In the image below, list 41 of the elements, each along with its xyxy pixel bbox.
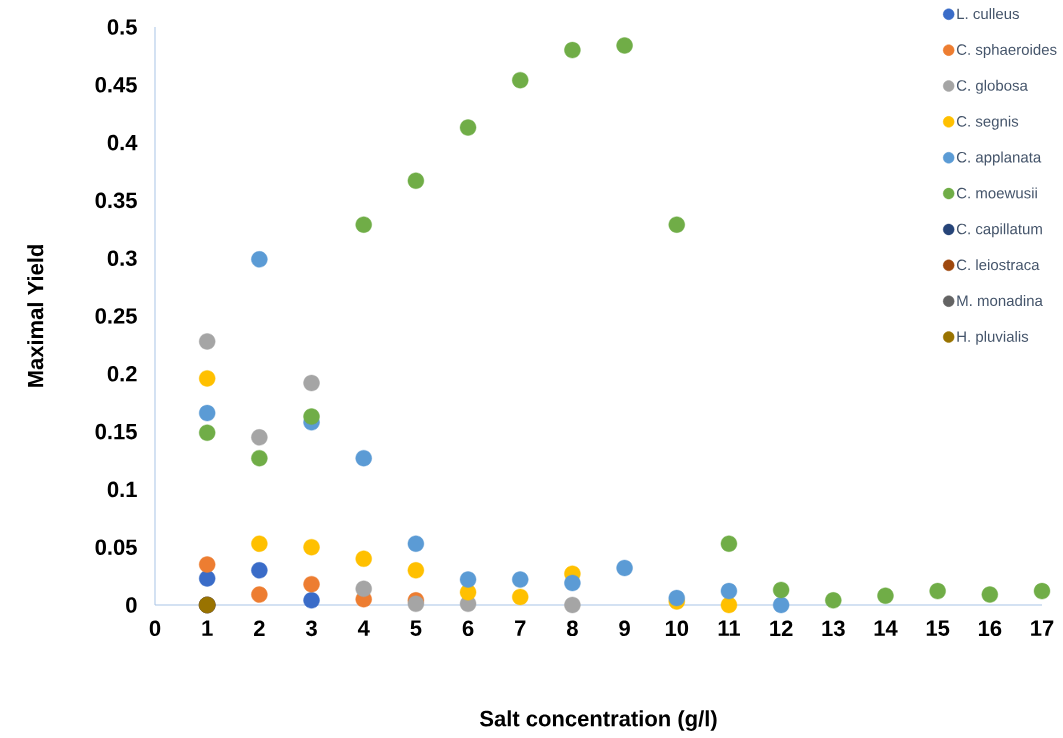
x-tick-label: 15 [926, 620, 950, 636]
x-tick-label: 3 [305, 620, 317, 637]
x-tick-label: 2 [254, 620, 265, 636]
x-tick-label: 13 [822, 620, 845, 637]
y-tick-label: 0.4 [107, 134, 138, 151]
x-tick-label: 8 [567, 620, 578, 637]
y-tick-label: 0.1 [107, 481, 137, 498]
legend-label: C. sphaeroides [956, 43, 1057, 58]
y-tick-label: 0.5 [107, 19, 137, 35]
legend-label: C. applanata [956, 151, 1042, 166]
x-tick-label: 17 [1031, 620, 1054, 636]
x-tick-label: 9 [619, 620, 630, 637]
legend-label: M. monadina [957, 295, 1043, 307]
legend-label: H. pluvialis [957, 330, 1029, 345]
legend-label: L. culleus [957, 8, 1019, 20]
x-tick-label: 10 [665, 620, 689, 637]
y-axis-title: Maximal Yield [27, 245, 44, 387]
y-tick-label: 0.2 [107, 365, 137, 382]
y-tick-label: 0.05 [95, 539, 137, 555]
x-tick-label: 7 [515, 620, 526, 636]
y-tick-label: 0.15 [95, 423, 137, 440]
legend-label: C. capillatum [956, 223, 1042, 238]
x-tick-label: 5 [410, 620, 422, 636]
legend-label: C. segnis [956, 115, 1019, 130]
x-tick-label: 16 [978, 620, 1002, 637]
x-tick-label: 6 [462, 620, 474, 637]
legend-label: C. moewusii [956, 187, 1037, 199]
x-tick-label: 0 [149, 620, 161, 637]
x-tick-label: 4 [357, 620, 370, 636]
y-tick-label: 0.35 [95, 192, 137, 209]
y-tick-label: 0.45 [95, 77, 137, 93]
legend-label: C. globosa [956, 79, 1028, 94]
x-tick-label: 1 [202, 620, 213, 636]
legend-label: C. leiostraca [956, 259, 1040, 271]
x-tick-label: 14 [874, 620, 898, 636]
x-tick-label: 12 [770, 620, 793, 636]
y-tick-label: 0.3 [107, 250, 137, 266]
x-tick-label: 11 [718, 620, 740, 636]
y-tick-label: 0 [126, 597, 137, 613]
y-tick-label: 0.25 [95, 308, 137, 324]
x-axis-title: Salt concentration (g/l) [479, 710, 717, 731]
